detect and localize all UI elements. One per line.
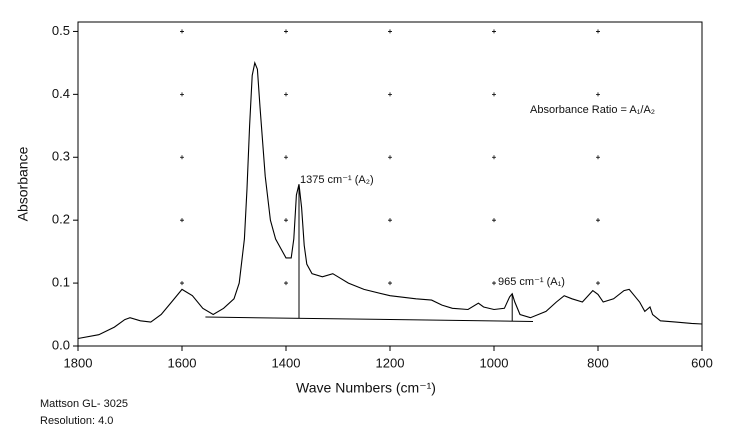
grid-point (284, 281, 288, 286)
spectrum-line (77, 61, 703, 340)
grid-point (388, 155, 392, 160)
grid-point (596, 155, 600, 160)
y-tick-label: 0.3 (52, 149, 70, 164)
grid-point (492, 29, 496, 34)
x-tick-label: 600 (691, 355, 713, 370)
annotation: 1375 cm⁻¹ (A₂) (300, 174, 374, 186)
grid-point (180, 92, 184, 97)
annotation: Absorbance Ratio = A₁/A₂ (530, 104, 655, 116)
annotation: 965 cm⁻¹ (A₁) (498, 276, 565, 288)
grid-point (492, 92, 496, 97)
x-tick-label: 800 (587, 355, 609, 370)
y-tick-label: 0.5 (52, 23, 70, 38)
grid-point (596, 281, 600, 286)
grid-point (180, 29, 184, 34)
x-tick-label: 1400 (272, 355, 301, 370)
grid-point (492, 218, 496, 223)
grid-point (596, 29, 600, 34)
x-axis-label: Wave Numbers (cm⁻¹) (296, 380, 436, 396)
y-tick-label: 0.4 (52, 86, 70, 101)
plot-frame (77, 21, 703, 347)
y-tick-label: 0.0 (52, 337, 70, 352)
x-tick-label: 1200 (376, 355, 405, 370)
grid-point (388, 92, 392, 97)
y-axis-label: Absorbance (15, 146, 31, 221)
grid-point (388, 218, 392, 223)
grid-point (284, 92, 288, 97)
x-tick-label: 1600 (168, 355, 197, 370)
grid-point (180, 155, 184, 160)
grid-point (284, 155, 288, 160)
x-tick-label: 1000 (480, 355, 509, 370)
grid-point (492, 155, 496, 160)
grid-point (596, 218, 600, 223)
grid-point (388, 281, 392, 286)
y-tick-label: 0.1 (52, 275, 70, 290)
baseline (205, 316, 534, 322)
grid-point (180, 218, 184, 223)
grid-point (284, 29, 288, 34)
y-tick-label: 0.2 (52, 212, 70, 227)
grid-point (492, 281, 496, 286)
grid-point (388, 29, 392, 34)
grid-point (596, 92, 600, 97)
footer-line: Mattson GL- 3025 (40, 398, 128, 410)
grid-point (180, 281, 184, 286)
grid-point (284, 218, 288, 223)
x-tick-label: 1800 (64, 355, 93, 370)
footer-line: Resolution: 4.0 (40, 415, 113, 427)
